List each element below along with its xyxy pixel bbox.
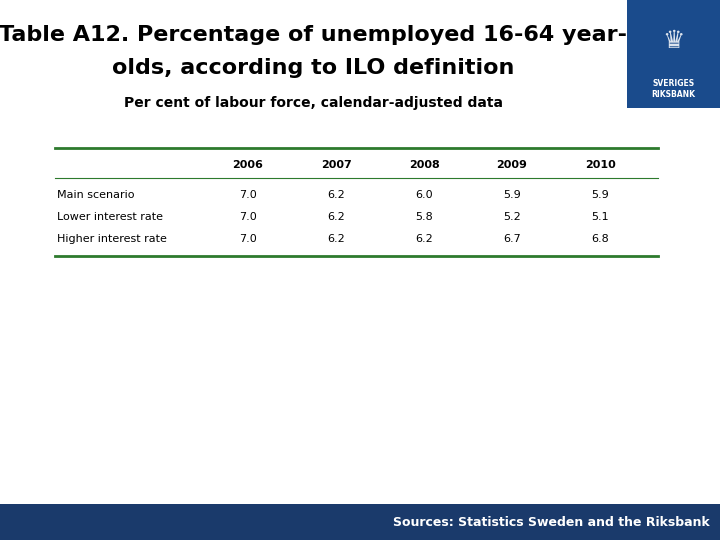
Text: 2008: 2008 — [409, 160, 439, 170]
Text: 7.0: 7.0 — [239, 234, 257, 244]
Text: ♛: ♛ — [662, 29, 685, 53]
Text: Higher interest rate: Higher interest rate — [57, 234, 167, 244]
Text: 2009: 2009 — [497, 160, 528, 170]
Text: Sources: Statistics Sweden and the Riksbank: Sources: Statistics Sweden and the Riksb… — [393, 516, 710, 529]
Bar — [0, 504, 720, 540]
Text: SVERIGES
RIKSBANK: SVERIGES RIKSBANK — [652, 78, 696, 99]
Text: 6.2: 6.2 — [327, 234, 345, 244]
Text: 5.9: 5.9 — [503, 190, 521, 200]
Text: 6.2: 6.2 — [327, 190, 345, 200]
Text: 6.8: 6.8 — [591, 234, 609, 244]
Text: Per cent of labour force, calendar-adjusted data: Per cent of labour force, calendar-adjus… — [124, 96, 503, 110]
Text: Table A12. Percentage of unemployed 16-64 year-: Table A12. Percentage of unemployed 16-6… — [0, 25, 627, 45]
Text: 2010: 2010 — [585, 160, 616, 170]
Text: 6.2: 6.2 — [327, 212, 345, 222]
Text: 5.8: 5.8 — [415, 212, 433, 222]
Text: 7.0: 7.0 — [239, 190, 257, 200]
Text: 6.2: 6.2 — [415, 234, 433, 244]
Text: 6.7: 6.7 — [503, 234, 521, 244]
Text: 2007: 2007 — [320, 160, 351, 170]
Text: olds, according to ILO definition: olds, according to ILO definition — [112, 58, 514, 78]
Text: 7.0: 7.0 — [239, 212, 257, 222]
Text: Main scenario: Main scenario — [57, 190, 135, 200]
Text: 6.0: 6.0 — [415, 190, 433, 200]
Text: 5.9: 5.9 — [591, 190, 609, 200]
Text: 2006: 2006 — [233, 160, 264, 170]
Bar — [627, 0, 720, 108]
Text: 5.1: 5.1 — [591, 212, 609, 222]
Text: Lower interest rate: Lower interest rate — [57, 212, 163, 222]
Text: 5.2: 5.2 — [503, 212, 521, 222]
